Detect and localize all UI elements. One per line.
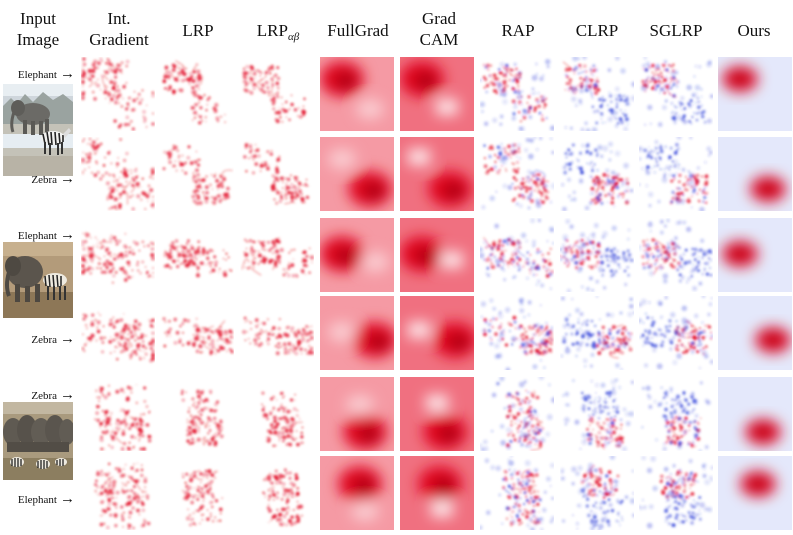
- header-input-image: Input Image: [0, 8, 76, 50]
- heatmap-clrp-row1: [560, 57, 634, 131]
- heatmap-clrp-row5: [560, 377, 634, 451]
- heatmap-lrp-alpha-beta-row3: [240, 218, 314, 292]
- header-int-line2: Gradient: [89, 30, 149, 49]
- row-label-6: Elephant →: [18, 491, 75, 508]
- row-label-text: Elephant: [17, 494, 57, 506]
- heatmap-fullgrad-row1: [320, 57, 394, 131]
- heatmap-sglrp-row3: [639, 218, 713, 292]
- header-clrp: CLRP: [575, 21, 619, 40]
- heatmap-sglrp-row2: [639, 137, 713, 211]
- heatmap-rap-row4: [480, 296, 554, 370]
- row-label-text: Zebra: [31, 334, 57, 346]
- heatmap-fullgrad-row6: [320, 456, 394, 530]
- heatmap-gradcam-row2: [400, 137, 474, 211]
- heatmap-ours-row1: [718, 57, 792, 131]
- arrow-icon: →: [60, 66, 75, 82]
- heatmap-ours-row6: [718, 456, 792, 530]
- heatmap-lrp-alpha-beta-row4: [240, 296, 314, 370]
- heatmap-sglrp-row6: [639, 456, 713, 530]
- heatmap-int-gradient-row4: [81, 296, 155, 370]
- heatmap-rap-row3: [480, 218, 554, 292]
- heatmap-lrp-alpha-beta-row1: [240, 57, 314, 131]
- heatmap-lrp-row3: [160, 218, 234, 292]
- heatmap-int-gradient-row2: [81, 137, 155, 211]
- row-label-4: Zebra →: [31, 331, 75, 348]
- input-photo-elephant-zebra: [3, 84, 73, 176]
- row-label-text: Elephant: [17, 230, 57, 242]
- header-ours: Ours: [737, 21, 771, 40]
- header-input-line1: Input: [20, 9, 56, 28]
- heatmap-clrp-row6: [560, 456, 634, 530]
- arrow-icon: →: [60, 491, 75, 507]
- header-gradcam-line2: CAM: [419, 30, 459, 49]
- heatmap-int-gradient-row5: [81, 377, 155, 451]
- heatmap-fullgrad-row3: [320, 218, 394, 292]
- row-label-1: Elephant →: [18, 66, 75, 83]
- header-gradcam: Grad CAM: [400, 8, 478, 50]
- heatmap-int-gradient-row6: [81, 456, 155, 530]
- arrow-icon: →: [60, 331, 75, 347]
- heatmap-clrp-row4: [560, 296, 634, 370]
- heatmap-int-gradient-row3: [81, 218, 155, 292]
- header-lrp: LRP: [182, 21, 214, 40]
- header-rap: RAP: [501, 21, 535, 40]
- row-label-text: Zebra: [31, 390, 57, 402]
- heatmap-ours-row3: [718, 218, 792, 292]
- heatmap-lrp-row1: [160, 57, 234, 131]
- heatmap-rap-row1: [480, 57, 554, 131]
- heatmap-lrp-row5: [160, 377, 234, 451]
- heatmap-lrp-alpha-beta-row5: [240, 377, 314, 451]
- heatmap-gradcam-row1: [400, 57, 474, 131]
- header-lrpab-sub: αβ: [287, 31, 300, 43]
- heatmap-sglrp-row5: [639, 377, 713, 451]
- heatmap-clrp-row3: [560, 218, 634, 292]
- header-sglrp: SGLRP: [649, 21, 703, 40]
- heatmap-ours-row5: [718, 377, 792, 451]
- arrow-icon: →: [60, 227, 75, 243]
- heatmap-int-gradient-row1: [81, 57, 155, 131]
- input-photo-elephants-zebras: [3, 242, 73, 318]
- heatmap-rap-row5: [480, 377, 554, 451]
- heatmap-sglrp-row1: [639, 57, 713, 131]
- heatmap-ours-row2: [718, 137, 792, 211]
- header-int-gradient: Int. Gradient: [80, 8, 158, 50]
- header-lrp-alpha-beta: LRPαβ: [238, 20, 318, 48]
- row-label-text: Elephant: [17, 69, 57, 81]
- heatmap-rap-row2: [480, 137, 554, 211]
- input-photo-herd: [3, 402, 73, 480]
- heatmap-fullgrad-row2: [320, 137, 394, 211]
- heatmap-fullgrad-row5: [320, 377, 394, 451]
- header-gradcam-line1: Grad: [422, 9, 456, 28]
- heatmap-ours-row4: [718, 296, 792, 370]
- heatmap-lrp-row4: [160, 296, 234, 370]
- header-input-line2: Image: [16, 30, 60, 49]
- heatmap-rap-row6: [480, 456, 554, 530]
- header-lrpab-main: LRP: [256, 21, 288, 40]
- heatmap-gradcam-row3: [400, 218, 474, 292]
- heatmap-lrp-alpha-beta-row2: [240, 137, 314, 211]
- row-label-3: Elephant →: [18, 227, 75, 244]
- header-fullgrad: FullGrad: [327, 21, 389, 40]
- row-label-5: Zebra →: [31, 387, 75, 404]
- heatmap-sglrp-row4: [639, 296, 713, 370]
- heatmap-lrp-row2: [160, 137, 234, 211]
- header-int-line1: Int.: [107, 9, 131, 28]
- arrow-icon: →: [60, 387, 75, 403]
- heatmap-gradcam-row4: [400, 296, 474, 370]
- heatmap-fullgrad-row4: [320, 296, 394, 370]
- heatmap-clrp-row2: [560, 137, 634, 211]
- row-label-text: Zebra: [31, 174, 57, 186]
- heatmap-gradcam-row5: [400, 377, 474, 451]
- heatmap-gradcam-row6: [400, 456, 474, 530]
- heatmap-lrp-alpha-beta-row6: [240, 456, 314, 530]
- heatmap-lrp-row6: [160, 456, 234, 530]
